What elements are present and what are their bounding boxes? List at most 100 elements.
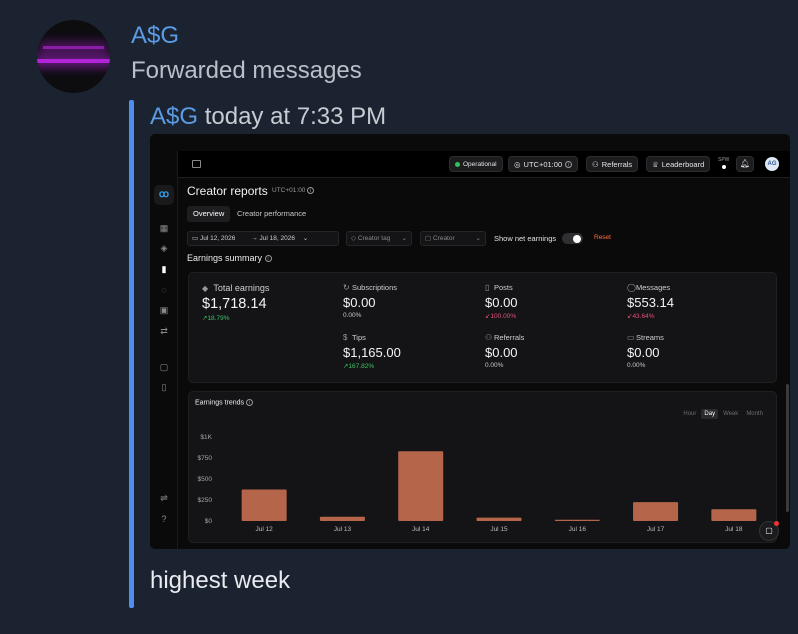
message-caption: highest week [150, 567, 291, 594]
forwarded-timestamp: today at 7:33 PM [204, 103, 387, 130]
timezone-label: UTC+01:00 [523, 159, 563, 169]
reports-chart-icon[interactable]: ▮ [161, 264, 167, 274]
granularity-day[interactable]: Day [701, 409, 719, 419]
chart-bar[interactable] [554, 519, 600, 521]
trophy-icon: ♕ [652, 159, 659, 169]
creator-label: Creator [432, 235, 455, 242]
settings-sliders-icon[interactable]: ⇌ [160, 493, 168, 503]
earnings-trends-title: Earnings trends i [195, 399, 253, 406]
user-icon: ▢ [425, 235, 432, 242]
refresh-icon: ↻ [343, 283, 350, 292]
referrals-label: Referrals [601, 159, 633, 169]
metric-change: ↗18.79% [202, 315, 230, 322]
wallet-icon: ◆ [202, 284, 209, 293]
chart-bar[interactable] [241, 489, 287, 522]
forwarded-header: A$G today at 7:33 PM [150, 103, 386, 131]
app-topbar: Operational ◎ UTC+01:00 i ⚇ Referrals ♕ … [178, 151, 790, 178]
granularity-switch: Hour Day Week Month [680, 409, 766, 419]
image-icon[interactable]: ▣ [159, 305, 169, 315]
message-icon[interactable]: ◌ [161, 285, 167, 295]
bell-icon[interactable]: 🔔︎ [736, 156, 754, 172]
granularity-month[interactable]: Month [746, 411, 763, 417]
spw-indicator[interactable]: SPW [718, 157, 729, 169]
metric-change: 0.00% [343, 312, 362, 319]
avatar-glow-stripe [37, 59, 110, 63]
page-title: Creator reports [187, 184, 268, 198]
app-sidebar: ꝏ ▦ ◈ ▮ ◌ ▣ ⇄ ▢ ▯ ⇌ ? [150, 151, 178, 549]
x-tick-label: Jul 16 [569, 526, 587, 533]
x-tick-label: Jul 13 [334, 526, 352, 533]
metric-total-earnings: ◆ Total earnings $1,718.14 ↗18.79% [202, 283, 269, 322]
attached-screenshot[interactable]: ꝏ ▦ ◈ ▮ ◌ ▣ ⇄ ▢ ▯ ⇌ ? Operational ◎ UTC+… [150, 134, 790, 549]
metric-subscriptions: ↻ Subscriptions $0.00 0.00% [343, 283, 397, 319]
metric-label: Streams [636, 333, 664, 342]
forwarded-label: Forwarded messages [131, 57, 362, 84]
globe-icon: ◎ [514, 159, 521, 169]
app-logo-icon[interactable]: ꝏ [154, 185, 174, 205]
earnings-summary-label: Earnings summary [187, 253, 263, 263]
transfer-icon[interactable]: ⇄ [160, 326, 168, 336]
sender-avatar[interactable] [37, 20, 110, 93]
calendar-icon: ▭ [192, 235, 199, 242]
granularity-hour[interactable]: Hour [683, 411, 697, 417]
document-icon[interactable]: ▯ [161, 382, 167, 392]
metric-label: Total earnings [213, 283, 270, 293]
tab-overview[interactable]: Overview [187, 206, 231, 222]
metric-label: Tips [352, 333, 366, 342]
user-avatar[interactable]: AG [765, 157, 779, 171]
leaderboard-button[interactable]: ♕ Leaderboard [646, 156, 711, 172]
chat-icon: ▢ [765, 526, 773, 535]
help-circle-icon[interactable]: ? [161, 514, 167, 524]
chart-bar[interactable] [711, 509, 757, 521]
chat-support-button[interactable]: ▢ [759, 521, 779, 541]
metric-value: $1,718.14 [202, 296, 267, 312]
page-timezone-label: UTC+01:00 [272, 187, 306, 195]
earnings-summary-title: Earnings summary i [187, 253, 272, 263]
y-tick-label: $1K [200, 434, 212, 441]
metric-label: Referrals [494, 333, 525, 342]
info-icon: i [565, 160, 573, 168]
leaderboard-label: Leaderboard [661, 159, 705, 169]
reports-content: Creator reports UTC+01:00 i Overview Cre… [178, 178, 790, 549]
tag-icon: ◇ [351, 235, 356, 242]
creator-select[interactable]: ▢ Creator ⌄ [420, 231, 486, 246]
scrollbar[interactable] [786, 384, 789, 512]
sender-name[interactable]: A$G [131, 22, 180, 49]
metric-posts: ▯ Posts $0.00 ↙100.00% [485, 283, 518, 320]
referrals-button[interactable]: ⚇ Referrals [586, 156, 639, 172]
file-icon: ▯ [485, 283, 490, 292]
chart-bar[interactable] [633, 502, 679, 521]
timezone-button[interactable]: ◎ UTC+01:00 i [508, 156, 579, 172]
chevron-down-icon: ⌄ [401, 235, 407, 242]
net-earnings-toggle[interactable] [562, 233, 583, 244]
creator-tag-select[interactable]: ◇ Creator tag ⌄ [346, 231, 412, 246]
date-range-picker[interactable]: ▭ Jul 12, 2026 → Jul 18, 2026 ⌄ [187, 231, 339, 246]
chart-bar[interactable] [476, 517, 522, 521]
profile-icon[interactable]: ▢ [159, 362, 169, 372]
metric-tips: $ Tips $1,165.00 ↗167.82% [343, 333, 401, 370]
arrow-right-icon: → [251, 235, 258, 242]
metric-streams: ▭Streams $0.00 0.00% [627, 333, 664, 369]
x-tick-label: Jul 15 [490, 526, 508, 533]
sidebar-toggle-icon[interactable] [192, 160, 201, 168]
metric-change: 0.00% [627, 362, 646, 369]
chart-bar[interactable] [398, 451, 444, 521]
creator-tag-label: Creator tag [357, 235, 391, 242]
chevron-down-icon: ⌄ [302, 235, 309, 242]
date-from: Jul 12, 2026 [199, 235, 236, 242]
x-tick-label: Jul 12 [255, 526, 273, 533]
tag-icon[interactable]: ◈ [160, 243, 168, 253]
video-icon: ▭ [627, 333, 635, 342]
info-icon: i [307, 187, 315, 194]
dashboard-icon[interactable]: ▦ [159, 223, 169, 233]
metric-value: $553.14 [627, 295, 674, 310]
tab-creator-performance[interactable]: Creator performance [237, 209, 307, 218]
user-plus-icon: ⚇ [592, 159, 599, 169]
metric-value: $1,165.00 [343, 345, 401, 360]
reset-link[interactable]: Reset [594, 234, 611, 241]
status-badge[interactable]: Operational [449, 156, 503, 172]
granularity-week[interactable]: Week [723, 411, 739, 417]
chart-bar[interactable] [319, 516, 365, 521]
info-icon: i [264, 255, 272, 263]
forwarded-sender-name[interactable]: A$G [150, 103, 199, 130]
